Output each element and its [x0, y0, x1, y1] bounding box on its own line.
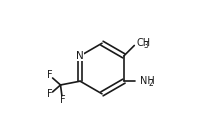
Text: NH: NH — [140, 76, 155, 86]
Text: F: F — [47, 89, 53, 99]
Text: N: N — [76, 51, 84, 61]
Text: F: F — [60, 95, 65, 105]
Text: 2: 2 — [148, 79, 153, 88]
Text: F: F — [47, 70, 53, 81]
Text: CH: CH — [136, 38, 151, 48]
Text: 3: 3 — [144, 41, 149, 50]
